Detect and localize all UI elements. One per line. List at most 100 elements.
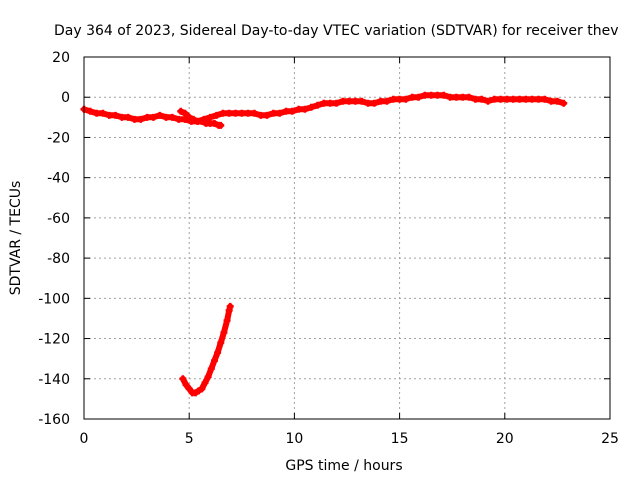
data-point: [143, 113, 151, 121]
data-point: [396, 95, 404, 103]
data-point: [105, 111, 113, 119]
data-point: [177, 107, 185, 115]
data-point: [182, 381, 190, 389]
data-point: [553, 97, 561, 105]
data-point: [124, 113, 132, 121]
data-point: [149, 113, 157, 121]
data-point: [295, 105, 303, 113]
data-point: [497, 95, 505, 103]
x-tick-label: 0: [80, 431, 89, 447]
data-point: [307, 103, 315, 111]
data-point: [547, 97, 555, 105]
y-tick-label: -160: [38, 412, 70, 428]
data-point: [217, 121, 225, 129]
data-point: [503, 95, 511, 103]
data-point: [156, 111, 164, 119]
data-point: [250, 109, 258, 117]
data-point: [162, 113, 170, 121]
y-tick-label: -100: [38, 291, 70, 307]
data-point: [377, 97, 385, 105]
data-point: [528, 95, 536, 103]
data-point: [257, 111, 265, 119]
data-point: [198, 385, 206, 393]
y-tick-label: -140: [38, 372, 70, 388]
data-point: [402, 95, 410, 103]
data-point: [118, 113, 126, 121]
data-point: [288, 107, 296, 115]
data-point: [217, 339, 225, 347]
axis-ticks: 0 5 10 15 20 25 20 0 -20 -40 -60 -80 -100 -120 -140 -16…: [38, 50, 619, 447]
data-point: [522, 95, 530, 103]
data-point: [214, 349, 222, 357]
y-tick-label: -120: [38, 332, 70, 348]
data-point: [198, 117, 206, 125]
chart-title: Day 364 of 2023, Sidereal Day-to-day VTE…: [54, 23, 618, 39]
data-point: [509, 95, 517, 103]
data-point: [459, 93, 467, 101]
data-point: [320, 99, 328, 107]
data-point: [484, 97, 492, 105]
data-point: [326, 99, 334, 107]
data-point: [534, 95, 542, 103]
data-point: [541, 95, 549, 103]
data-point: [99, 109, 107, 117]
data-point: [314, 101, 322, 109]
data-point: [86, 107, 94, 115]
data-point: [516, 95, 524, 103]
y-tick-label: 0: [61, 90, 70, 106]
data-point: [339, 97, 347, 105]
data-point: [389, 95, 397, 103]
data-point: [225, 109, 233, 117]
data-point: [189, 115, 197, 123]
data-point: [263, 111, 271, 119]
data-point: [219, 109, 227, 117]
plot-frame: [83, 56, 611, 420]
data-point: [201, 379, 209, 387]
data-point: [93, 109, 101, 117]
x-tick-label: 10: [285, 431, 303, 447]
y-tick-label: -40: [47, 171, 70, 187]
data-point: [345, 97, 353, 105]
data-point: [269, 109, 277, 117]
grid: [84, 57, 610, 419]
data-point: [223, 316, 231, 324]
data-point: [210, 119, 218, 127]
data-point: [560, 99, 568, 107]
y-tick-label: -20: [47, 130, 70, 146]
data-point: [130, 115, 138, 123]
x-tick-label: 20: [496, 431, 514, 447]
data-point: [370, 99, 378, 107]
data-point: [415, 93, 423, 101]
data-point: [465, 93, 473, 101]
data-point: [490, 95, 498, 103]
data-point: [204, 373, 212, 381]
data-point: [478, 95, 486, 103]
data-point: [276, 109, 284, 117]
data-point: [137, 115, 145, 123]
data-point: [238, 109, 246, 117]
data-point: [351, 97, 359, 105]
data-point: [185, 385, 193, 393]
data-point: [471, 95, 479, 103]
data-series: [80, 91, 568, 397]
data-point: [358, 97, 366, 105]
data-point: [175, 115, 183, 123]
y-tick-label: 20: [52, 50, 70, 66]
data-point: [427, 91, 435, 99]
x-axis-label: GPS time / hours: [285, 458, 402, 474]
data-point: [282, 107, 290, 115]
x-tick-label: 5: [185, 431, 194, 447]
data-point: [213, 111, 221, 119]
data-point: [421, 91, 429, 99]
data-point: [244, 109, 252, 117]
y-tick-label: -60: [47, 211, 70, 227]
y-tick-label: -80: [47, 251, 70, 267]
data-point: [231, 109, 239, 117]
data-point: [301, 105, 309, 113]
data-point: [446, 93, 454, 101]
data-point: [181, 109, 189, 117]
x-tick-label: 25: [601, 431, 619, 447]
data-point: [220, 329, 228, 337]
